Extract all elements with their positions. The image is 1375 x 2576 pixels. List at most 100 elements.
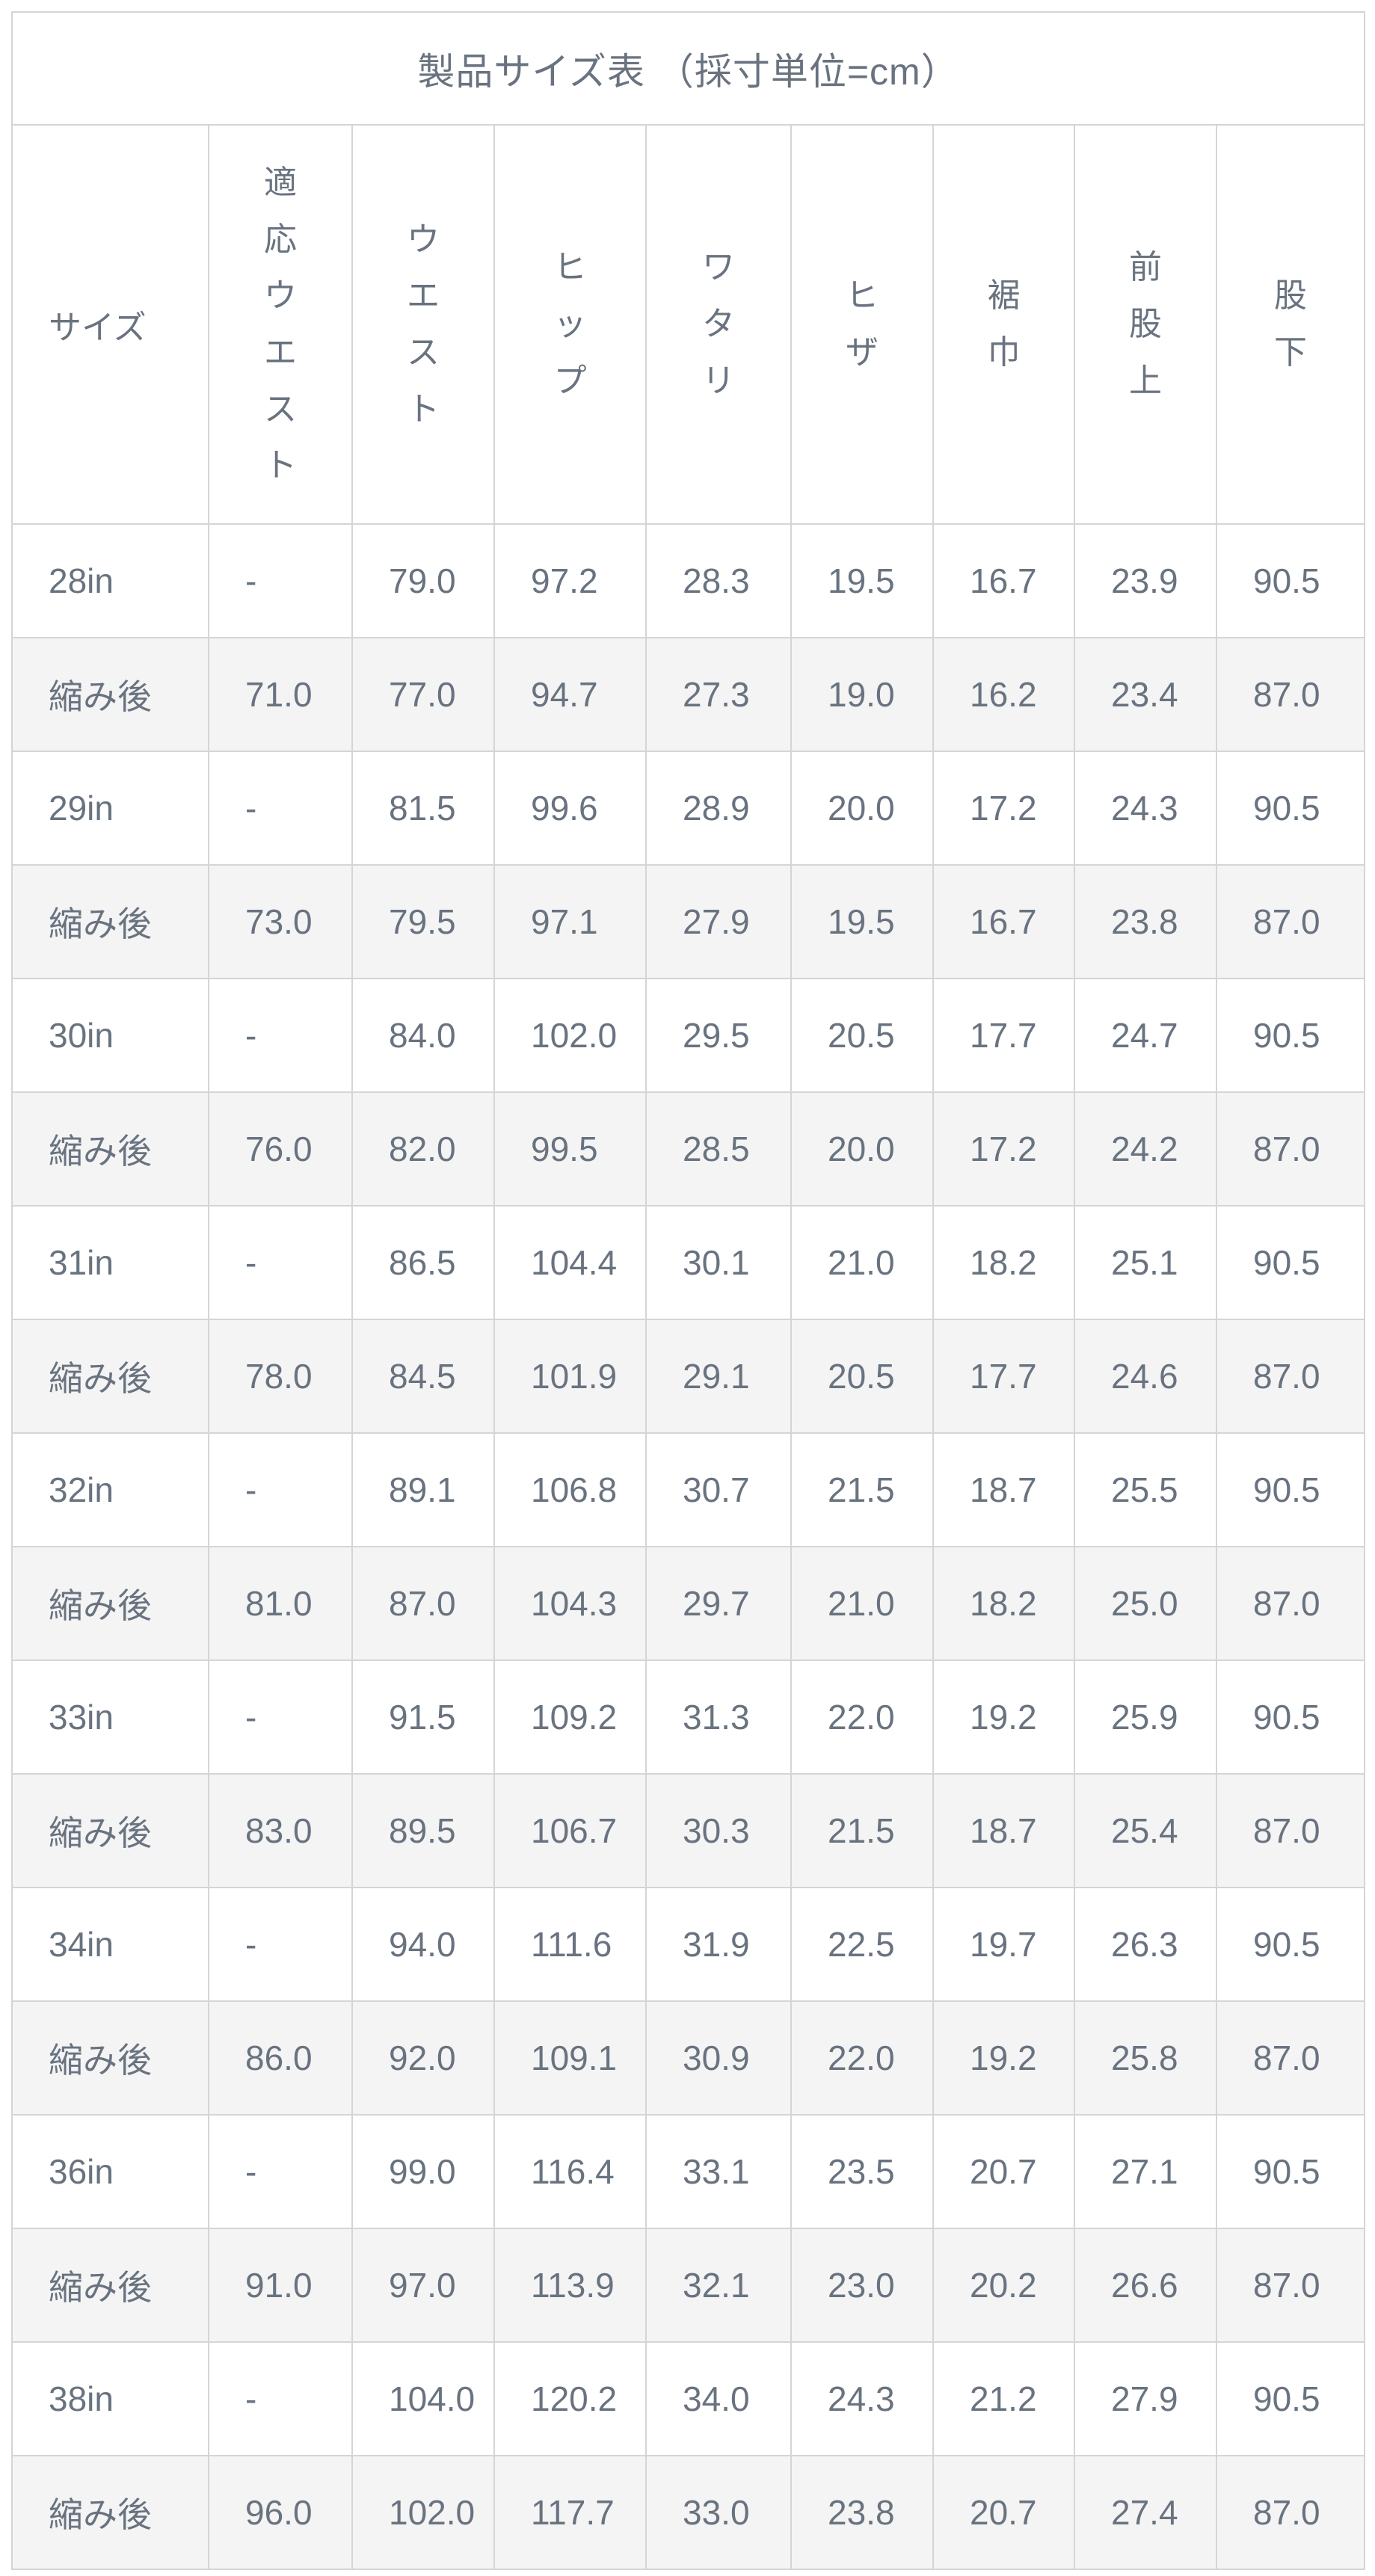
measurement-cell: 23.5 <box>790 2114 934 2229</box>
column-header-label-knee: ヒザ <box>846 277 879 371</box>
measurement-cell: 97.0 <box>351 2228 495 2343</box>
measurement-cell: 30.1 <box>645 1205 792 1320</box>
measurement-cell: 91.0 <box>208 2228 353 2343</box>
measurement-cell: 16.2 <box>932 637 1075 752</box>
measurement-cell: 28.9 <box>645 751 792 866</box>
measurement-cell: 90.5 <box>1215 1432 1366 1547</box>
measurement-cell: 25.9 <box>1074 1660 1217 1775</box>
measurement-cell: 86.5 <box>351 1205 495 1320</box>
measurement-cell: 91.5 <box>351 1660 495 1775</box>
measurement-cell: 23.0 <box>790 2228 934 2343</box>
shrunk-size-row: 縮み後 96.0 102.0 117.7 33.0 23.8 20.7 27.4 87.0 <box>11 2455 1366 2570</box>
column-header-label-waist: ウエスト <box>407 221 440 428</box>
measurement-cell: 20.5 <box>790 978 934 1093</box>
measurement-cell: 83.0 <box>208 1773 353 1888</box>
measurement-cell: 76.0 <box>208 1091 353 1207</box>
size-row: 32in -89.1 106.8 30.7 21.5 18.7 25.5 90.5 <box>11 1432 1366 1547</box>
row-label-cell: 縮み後 <box>11 1546 209 1661</box>
measurement-cell: - <box>208 1432 353 1547</box>
row-label-cell: 28in <box>11 523 209 638</box>
column-header-front-rise: 前股上 <box>1074 124 1217 525</box>
measurement-cell: 27.4 <box>1074 2455 1217 2570</box>
measurement-cell: 87.0 <box>351 1546 495 1661</box>
measurement-cell: 26.3 <box>1074 1887 1217 2002</box>
measurement-cell: 21.0 <box>790 1546 934 1661</box>
measurement-cell: 87.0 <box>1215 1091 1366 1207</box>
measurement-cell: 24.6 <box>1074 1319 1217 1434</box>
measurement-cell: 87.0 <box>1215 2228 1366 2343</box>
measurement-cell: 22.5 <box>790 1887 934 2002</box>
measurement-cell: 109.1 <box>493 2000 647 2116</box>
measurement-cell: 25.4 <box>1074 1773 1217 1888</box>
measurement-cell: 77.0 <box>351 637 495 752</box>
measurement-cell: 111.6 <box>493 1887 647 2002</box>
measurement-cell: 24.2 <box>1074 1091 1217 1207</box>
column-header-inseam: 股下 <box>1215 124 1366 525</box>
measurement-cell: 21.5 <box>790 1432 934 1547</box>
shrunk-size-row: 縮み後 73.0 79.5 97.1 27.9 19.5 16.7 23.8 87.0 <box>11 864 1366 979</box>
row-label-cell: 縮み後 <box>11 1091 209 1207</box>
measurement-cell: 18.7 <box>932 1432 1075 1547</box>
measurement-cell: 27.1 <box>1074 2114 1217 2229</box>
row-label-cell: 縮み後 <box>11 637 209 752</box>
measurement-cell: 20.7 <box>932 2114 1075 2229</box>
measurement-cell: 20.0 <box>790 1091 934 1207</box>
measurement-cell: 19.0 <box>790 637 934 752</box>
shrunk-size-row: 縮み後 78.0 84.5 101.9 29.1 20.5 17.7 24.6 87.0 <box>11 1319 1366 1434</box>
measurement-cell: 84.0 <box>351 978 495 1093</box>
measurement-cell: 31.9 <box>645 1887 792 2002</box>
measurement-cell: 33.1 <box>645 2114 792 2229</box>
measurement-cell: 34.0 <box>645 2341 792 2456</box>
shrunk-size-row: 縮み後 71.0 77.0 94.7 27.3 19.0 16.2 23.4 87.0 <box>11 637 1366 752</box>
shrunk-size-row: 縮み後 76.0 82.0 99.5 28.5 20.0 17.2 24.2 87.0 <box>11 1091 1366 1207</box>
measurement-cell: 18.2 <box>932 1546 1075 1661</box>
measurement-cell: 87.0 <box>1215 864 1366 979</box>
table-header-row: サイズ 適応ウエスト ウエスト ヒップ ワタリ ヒザ 裾巾 前股上 股下 <box>11 124 1366 525</box>
measurement-cell: 81.5 <box>351 751 495 866</box>
measurement-cell: 81.0 <box>208 1546 353 1661</box>
measurement-cell: 87.0 <box>1215 1319 1366 1434</box>
measurement-cell: 90.5 <box>1215 978 1366 1093</box>
measurement-cell: 102.0 <box>351 2455 495 2570</box>
measurement-cell: - <box>208 1887 353 2002</box>
measurement-cell: 113.9 <box>493 2228 647 2343</box>
measurement-cell: 23.4 <box>1074 637 1217 752</box>
measurement-cell: 16.7 <box>932 864 1075 979</box>
column-header-label-hem-width: 裾巾 <box>987 277 1021 371</box>
column-header-label-fit-waist: 適応ウエスト <box>264 164 297 484</box>
measurement-cell: 25.1 <box>1074 1205 1217 1320</box>
column-header-knee: ヒザ <box>790 124 934 525</box>
row-label-cell: 36in <box>11 2114 209 2229</box>
measurement-cell: 24.3 <box>790 2341 934 2456</box>
measurement-cell: - <box>208 978 353 1093</box>
measurement-cell: 23.8 <box>1074 864 1217 979</box>
measurement-cell: 23.9 <box>1074 523 1217 638</box>
measurement-cell: - <box>208 2341 353 2456</box>
shrunk-size-row: 縮み後 86.0 92.0 109.1 30.9 22.0 19.2 25.8 87.0 <box>11 2000 1366 2116</box>
column-header-label-watari: ワタリ <box>702 249 735 399</box>
size-row: 29in -81.5 99.6 28.9 20.0 17.2 24.3 90.5 <box>11 751 1366 866</box>
size-row: 33in -91.5 109.2 31.3 22.0 19.2 25.9 90.5 <box>11 1660 1366 1775</box>
measurement-cell: 21.5 <box>790 1773 934 1888</box>
measurement-cell: 87.0 <box>1215 2000 1366 2116</box>
measurement-cell: 25.8 <box>1074 2000 1217 2116</box>
measurement-cell: 27.9 <box>645 864 792 979</box>
measurement-cell: 82.0 <box>351 1091 495 1207</box>
measurement-cell: 97.1 <box>493 864 647 979</box>
table-body: 28in -79.0 97.2 28.3 19.5 16.7 23.9 90.5 縮み後 71.0… <box>11 523 1366 2570</box>
row-label-cell: 縮み後 <box>11 2455 209 2570</box>
size-row: 34in -94.0 111.6 31.9 22.5 19.7 26.3 90.5 <box>11 1887 1366 2002</box>
measurement-cell: 116.4 <box>493 2114 647 2229</box>
measurement-cell: 87.0 <box>1215 637 1366 752</box>
measurement-cell: 20.7 <box>932 2455 1075 2570</box>
measurement-cell: 79.0 <box>351 523 495 638</box>
measurement-cell: 31.3 <box>645 1660 792 1775</box>
measurement-cell: 73.0 <box>208 864 353 979</box>
shrunk-size-row: 縮み後 81.0 87.0 104.3 29.7 21.0 18.2 25.0 87.0 <box>11 1546 1366 1661</box>
measurement-cell: 99.0 <box>351 2114 495 2229</box>
row-label-cell: 33in <box>11 1660 209 1775</box>
measurement-cell: 90.5 <box>1215 523 1366 638</box>
row-label-cell: 34in <box>11 1887 209 2002</box>
product-size-table: 製品サイズ表 （採寸単位=cm） サイズ 適応ウエスト ウエスト ヒップ ワタリ ヒザ 裾巾… <box>10 11 1366 2570</box>
measurement-cell: 22.0 <box>790 1660 934 1775</box>
